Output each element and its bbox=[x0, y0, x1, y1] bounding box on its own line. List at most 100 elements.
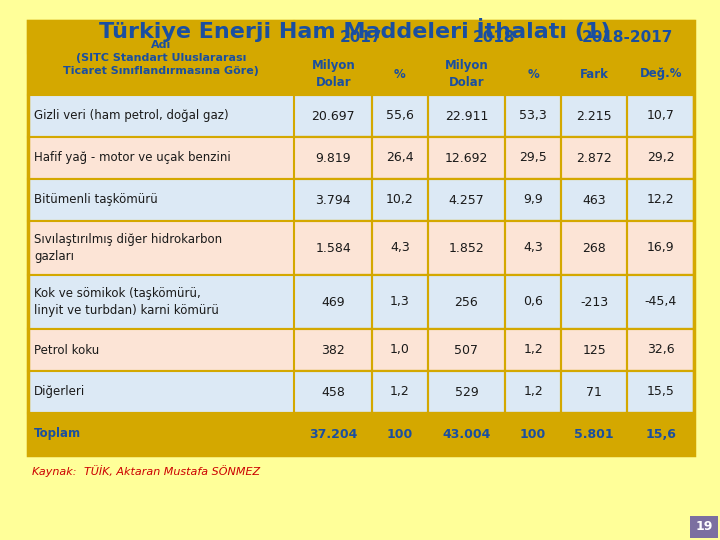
Text: 2018: 2018 bbox=[473, 30, 516, 44]
Text: 507: 507 bbox=[454, 343, 479, 356]
Text: Türkiye Enerji Ham Maddeleri İthalatı (1): Türkiye Enerji Ham Maddeleri İthalatı (1… bbox=[99, 18, 611, 42]
Text: 4,3: 4,3 bbox=[390, 241, 410, 254]
Text: 1,0: 1,0 bbox=[390, 343, 410, 356]
Text: 15,5: 15,5 bbox=[647, 386, 675, 399]
Bar bbox=[372, 53, 428, 95]
Bar bbox=[505, 95, 561, 137]
Text: 20.697: 20.697 bbox=[312, 110, 355, 123]
Bar bbox=[294, 413, 372, 455]
Bar bbox=[505, 329, 561, 371]
Text: %: % bbox=[394, 68, 406, 80]
Bar bbox=[428, 221, 505, 275]
Bar bbox=[294, 21, 428, 53]
Text: 4,3: 4,3 bbox=[523, 241, 543, 254]
Bar bbox=[505, 413, 561, 455]
Text: 382: 382 bbox=[321, 343, 345, 356]
Text: 10,7: 10,7 bbox=[647, 110, 675, 123]
Text: 125: 125 bbox=[582, 343, 606, 356]
Text: 71: 71 bbox=[586, 386, 602, 399]
Text: 256: 256 bbox=[454, 295, 478, 308]
Text: 0,6: 0,6 bbox=[523, 295, 543, 308]
Text: 1,2: 1,2 bbox=[523, 386, 543, 399]
Bar bbox=[627, 275, 694, 329]
Bar bbox=[505, 53, 561, 95]
Bar bbox=[294, 275, 372, 329]
Bar bbox=[372, 275, 428, 329]
Bar bbox=[372, 95, 428, 137]
Text: 1.584: 1.584 bbox=[315, 241, 351, 254]
Text: 458: 458 bbox=[321, 386, 345, 399]
Text: -213: -213 bbox=[580, 295, 608, 308]
Bar bbox=[28, 329, 694, 371]
Bar bbox=[627, 221, 694, 275]
Bar bbox=[294, 137, 372, 179]
Text: 2018-2017: 2018-2017 bbox=[582, 30, 673, 44]
Bar bbox=[428, 179, 505, 221]
Text: 26,4: 26,4 bbox=[386, 152, 414, 165]
Bar bbox=[372, 329, 428, 371]
Text: 268: 268 bbox=[582, 241, 606, 254]
Bar bbox=[561, 95, 627, 137]
Text: 2017: 2017 bbox=[340, 30, 382, 44]
Text: 29,5: 29,5 bbox=[519, 152, 547, 165]
Bar bbox=[372, 371, 428, 413]
Bar bbox=[428, 53, 505, 95]
Text: Adı
(SITC Standart Uluslararası
Ticaret Sınıflandırmasına Göre): Adı (SITC Standart Uluslararası Ticaret … bbox=[63, 40, 259, 76]
Text: 1,2: 1,2 bbox=[523, 343, 543, 356]
Bar bbox=[505, 275, 561, 329]
Text: Milyon
Dolar: Milyon Dolar bbox=[311, 59, 355, 89]
Bar bbox=[561, 221, 627, 275]
Bar bbox=[561, 371, 627, 413]
Text: TÜİK, Aktaran Mustafa SÖNMEZ: TÜİK, Aktaran Mustafa SÖNMEZ bbox=[84, 467, 260, 477]
Text: 22.911: 22.911 bbox=[445, 110, 488, 123]
Bar bbox=[428, 95, 505, 137]
Bar bbox=[627, 95, 694, 137]
Bar bbox=[28, 21, 694, 53]
Bar bbox=[28, 221, 694, 275]
Text: 2.872: 2.872 bbox=[576, 152, 612, 165]
Text: 10,2: 10,2 bbox=[386, 193, 414, 206]
Bar bbox=[428, 137, 505, 179]
Bar bbox=[28, 275, 694, 329]
Bar bbox=[627, 137, 694, 179]
Text: Petrol koku: Petrol koku bbox=[34, 343, 99, 356]
Bar bbox=[561, 137, 627, 179]
Bar bbox=[372, 179, 428, 221]
Text: Fark: Fark bbox=[580, 68, 608, 80]
Bar bbox=[28, 137, 694, 179]
Text: 19: 19 bbox=[696, 521, 713, 534]
Bar bbox=[294, 371, 372, 413]
Text: Diğerleri: Diğerleri bbox=[34, 386, 85, 399]
Text: 9,9: 9,9 bbox=[523, 193, 543, 206]
Bar bbox=[428, 275, 505, 329]
Bar bbox=[627, 413, 694, 455]
Bar bbox=[505, 221, 561, 275]
Bar bbox=[627, 53, 694, 95]
Bar bbox=[561, 275, 627, 329]
Text: Bitümenli taşkömürü: Bitümenli taşkömürü bbox=[34, 193, 158, 206]
Bar bbox=[372, 137, 428, 179]
Bar bbox=[294, 221, 372, 275]
Text: 100: 100 bbox=[387, 428, 413, 441]
Text: 529: 529 bbox=[454, 386, 478, 399]
Bar bbox=[28, 413, 694, 455]
Bar bbox=[428, 371, 505, 413]
Bar bbox=[372, 413, 428, 455]
Text: 55,6: 55,6 bbox=[386, 110, 414, 123]
Bar bbox=[294, 95, 372, 137]
Text: Gizli veri (ham petrol, doğal gaz): Gizli veri (ham petrol, doğal gaz) bbox=[34, 110, 229, 123]
Text: 1,2: 1,2 bbox=[390, 386, 410, 399]
Text: Değ.%: Değ.% bbox=[639, 68, 682, 80]
Text: 100: 100 bbox=[520, 428, 546, 441]
Text: 12,2: 12,2 bbox=[647, 193, 675, 206]
Bar bbox=[505, 371, 561, 413]
Text: 15,6: 15,6 bbox=[645, 428, 676, 441]
Bar bbox=[505, 179, 561, 221]
Text: Kaynak:: Kaynak: bbox=[32, 467, 80, 477]
Text: 32,6: 32,6 bbox=[647, 343, 675, 356]
Bar bbox=[28, 21, 694, 455]
Bar bbox=[561, 179, 627, 221]
Text: Hafif yağ - motor ve uçak benzini: Hafif yağ - motor ve uçak benzini bbox=[34, 152, 230, 165]
Text: 37.204: 37.204 bbox=[309, 428, 357, 441]
Bar bbox=[294, 53, 372, 95]
